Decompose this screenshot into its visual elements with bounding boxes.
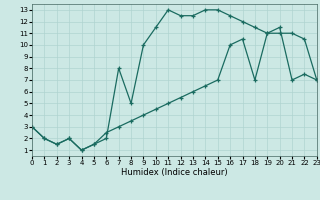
X-axis label: Humidex (Indice chaleur): Humidex (Indice chaleur) — [121, 168, 228, 177]
